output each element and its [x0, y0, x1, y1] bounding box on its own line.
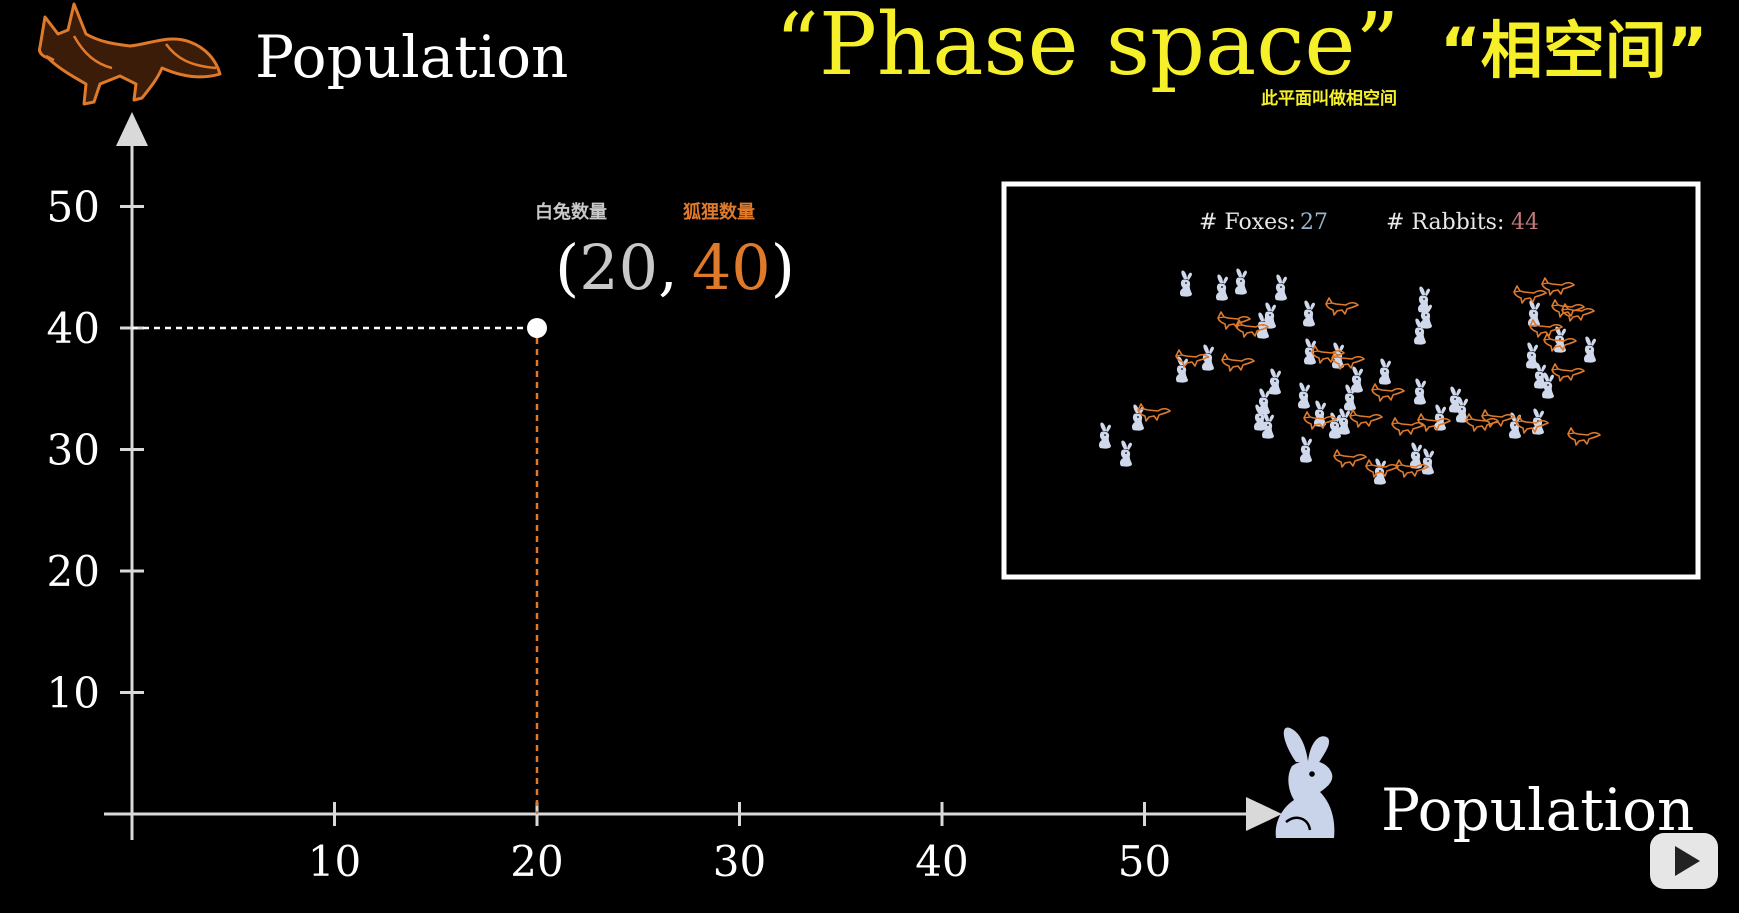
play-logo-icon[interactable] [1650, 833, 1718, 889]
x-axis-label: Population [1381, 776, 1694, 844]
phase-point [527, 318, 547, 338]
y-tick-label: 50 [47, 183, 100, 232]
fox-icon [38, 2, 222, 106]
x-tick-label: 10 [308, 837, 361, 886]
close-paren: ) [771, 231, 795, 304]
simulation-inset-panel [1001, 181, 1701, 580]
foxes-count-value: 27 [1300, 210, 1328, 235]
chinese-title: “相空间” [1440, 14, 1708, 87]
y-caption: 狐狸数量 [683, 201, 755, 223]
x-caption: 白兔数量 [535, 201, 607, 223]
foxes-count-label: # Foxes: [1199, 210, 1296, 235]
rabbits-count-value: 44 [1511, 210, 1539, 235]
x-axis-arrow [1246, 797, 1282, 831]
y-ticks: 10 20 30 40 50 [47, 183, 144, 718]
coordinate-y: 40 [692, 231, 771, 304]
y-tick-label: 20 [47, 547, 100, 596]
open-paren: ( [555, 231, 579, 304]
coordinate-x: 20 [579, 231, 658, 304]
x-tick-label: 30 [713, 837, 766, 886]
x-tick-label: 50 [1118, 837, 1171, 886]
x-tick-label: 40 [915, 837, 968, 886]
subtitle-caption: 此平面叫做相空间 [1261, 88, 1397, 109]
rabbits-count-label: # Rabbits: [1386, 210, 1504, 235]
rabbit-icon [1275, 727, 1335, 838]
y-tick-label: 40 [47, 304, 100, 353]
x-ticks: 10 20 30 40 50 [308, 802, 1171, 886]
coordinate-comma: , [658, 231, 678, 304]
phase-space-title: “Phase space” [775, 0, 1399, 95]
y-axis-label: Population [255, 23, 568, 91]
coordinate-label: (20, 40) [555, 231, 795, 304]
x-tick-label: 20 [510, 837, 563, 886]
y-tick-label: 30 [47, 426, 100, 475]
y-axis-arrow [116, 112, 148, 146]
y-tick-label: 10 [47, 669, 100, 718]
